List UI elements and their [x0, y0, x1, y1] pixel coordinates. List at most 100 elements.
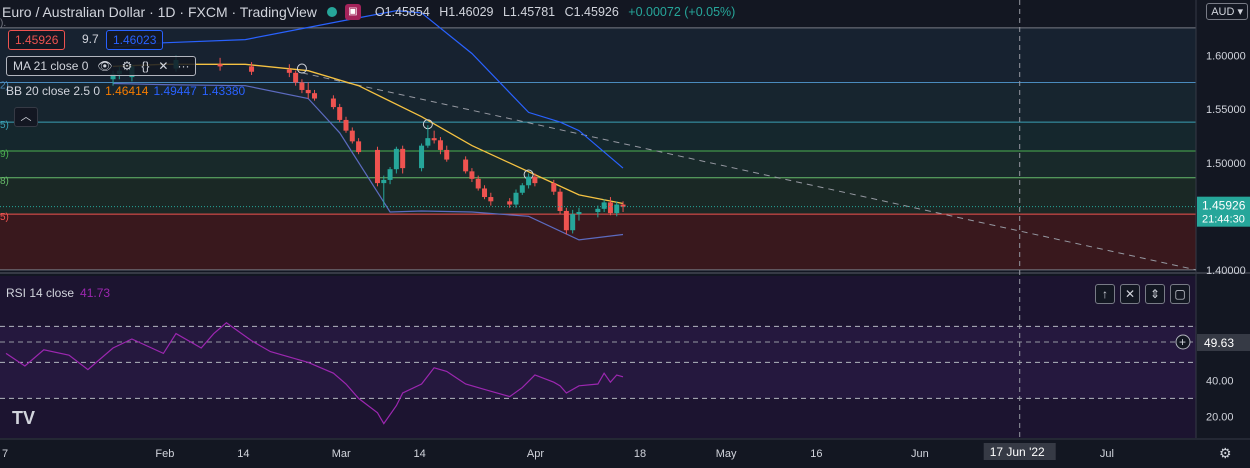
candle-body — [526, 176, 532, 186]
candle-body — [475, 178, 481, 189]
currency-dropdown[interactable]: AUD ▾ — [1206, 3, 1248, 20]
tradingview-logo-icon: TV — [12, 408, 36, 428]
bb-basis-value: 1.46414 — [105, 84, 149, 98]
rsi-legend[interactable]: RSI 14 close 41.73 — [6, 286, 110, 300]
candle-body — [425, 138, 431, 146]
time-tick-label: 16 — [810, 448, 822, 460]
trend-line — [301, 72, 1197, 271]
countdown-badge-label: 21:44:30 — [1202, 214, 1245, 226]
candle-body — [482, 188, 488, 198]
candle-body — [337, 107, 343, 120]
candle-body — [601, 202, 607, 209]
sell-price-button[interactable]: 1.45926 — [8, 30, 66, 50]
pane-collapse-button[interactable]: ⇕ — [1145, 284, 1165, 304]
candle-body — [532, 176, 538, 184]
bb-label: BB 20 close 2.5 0 — [6, 84, 101, 98]
spread-value: 9.7 — [82, 32, 99, 46]
time-tick-label: 7 — [2, 448, 8, 460]
bb-lower-band — [112, 82, 624, 241]
price-tick-label: 1.60000 — [1206, 51, 1246, 63]
fib-level-label: 5) — [0, 120, 9, 131]
rsi-value: 41.73 — [80, 286, 111, 300]
candle-body — [293, 72, 299, 83]
fib-level-label: 2) — [0, 80, 9, 91]
collapse-legend-button[interactable]: ︿ — [14, 107, 38, 127]
candle-body — [437, 140, 443, 150]
candle-body — [551, 183, 557, 192]
candle-body — [299, 82, 305, 90]
candle-body — [343, 119, 349, 131]
candle-body — [400, 148, 406, 169]
candle-body — [249, 66, 255, 72]
plus-glyph: + — [1179, 335, 1186, 349]
time-tick-label: Jul — [1100, 448, 1114, 460]
time-tick-label: 18 — [634, 448, 646, 460]
bb-upper-band — [112, 10, 624, 169]
time-tick-label: Apr — [527, 448, 544, 460]
candle-body — [563, 210, 569, 231]
crosshair-time-badge-label: 17 Jun '22 — [990, 445, 1045, 459]
candle-body — [607, 202, 613, 214]
candle-body — [387, 169, 393, 180]
symbol-title[interactable]: Euro / Australian Dollar · 1D · FXCM · T… — [2, 4, 317, 20]
pane-close-button[interactable]: ✕ — [1120, 284, 1140, 304]
price-tick-label: 1.40000 — [1206, 265, 1246, 277]
candle-body — [488, 197, 494, 202]
fib-zone — [0, 27, 1196, 83]
candle-body — [570, 214, 576, 231]
crosshair-time-badge — [983, 443, 1056, 460]
candle-body — [286, 69, 292, 73]
current-price-badge — [1197, 196, 1250, 227]
low-value: L1.45781 — [502, 5, 556, 19]
bb-upper-value: 1.49447 — [153, 84, 197, 98]
bb-legend[interactable]: BB 20 close 2.5 0 1.46414 1.49447 1.4338… — [6, 84, 245, 98]
fib-zone — [0, 150, 1196, 178]
eye-icon[interactable]: 👁 — [97, 59, 113, 73]
time-tick-label: 14 — [237, 448, 249, 460]
fib-level-label: 9) — [0, 149, 9, 160]
candle-body — [381, 179, 387, 184]
time-tick-label: 14 — [414, 448, 426, 460]
candle-body — [110, 73, 116, 80]
fib-level-label: 8) — [0, 176, 9, 187]
candle-body — [374, 149, 380, 184]
rsi-tick-label: 20.00 — [1206, 411, 1234, 423]
ma-legend-box[interactable]: MA 21 close 0 👁 ⚙ {} ✕ ··· — [6, 56, 197, 76]
price-tick-label: 1.55000 — [1206, 104, 1246, 116]
candle-body — [305, 89, 311, 94]
pane-move-up-button[interactable]: ↑ — [1095, 284, 1115, 304]
fib-level-label: 5) — [0, 212, 9, 223]
candle-body — [557, 191, 563, 211]
candle-body — [507, 201, 513, 205]
candle-body — [614, 204, 620, 214]
candle-body — [595, 208, 601, 213]
fib-zone — [0, 214, 1196, 270]
candle-body — [330, 98, 336, 108]
high-value: H1.46029 — [439, 5, 494, 19]
rsi-crosshair-badge-label: 49.63 — [1204, 336, 1234, 350]
more-icon[interactable]: ··· — [177, 59, 190, 73]
add-alert-plus-icon — [1175, 334, 1191, 350]
pane-maximize-button[interactable]: ▢ — [1170, 284, 1190, 304]
source-code-icon[interactable]: {} — [141, 59, 150, 73]
ma-legend[interactable]: MA 21 close 0 👁 ⚙ {} ✕ ··· — [6, 56, 197, 76]
rsi-line — [5, 322, 624, 425]
bb-lower-value: 1.43380 — [201, 84, 246, 98]
candle-body — [469, 171, 475, 179]
current-price-badge-label: 1.45926 — [1202, 199, 1246, 213]
candle-body — [431, 138, 437, 141]
buy-price-button[interactable]: 1.46023 — [106, 30, 164, 50]
candle-body — [519, 185, 525, 193]
ohlc-readout: O1.45854 H1.46029 L1.45781 C1.45926 +0.0… — [375, 5, 741, 19]
candle-body — [444, 149, 450, 160]
fib-level-label: ). — [0, 18, 6, 29]
close-value: C1.45926 — [564, 5, 619, 19]
market-open-dot-icon — [326, 7, 337, 17]
close-icon[interactable]: ✕ — [158, 59, 169, 73]
time-tick-label: May — [716, 448, 737, 460]
rsi-label: RSI 14 close — [6, 286, 75, 300]
gear-icon[interactable]: ⚙ — [121, 59, 133, 73]
ma-line — [112, 63, 624, 205]
